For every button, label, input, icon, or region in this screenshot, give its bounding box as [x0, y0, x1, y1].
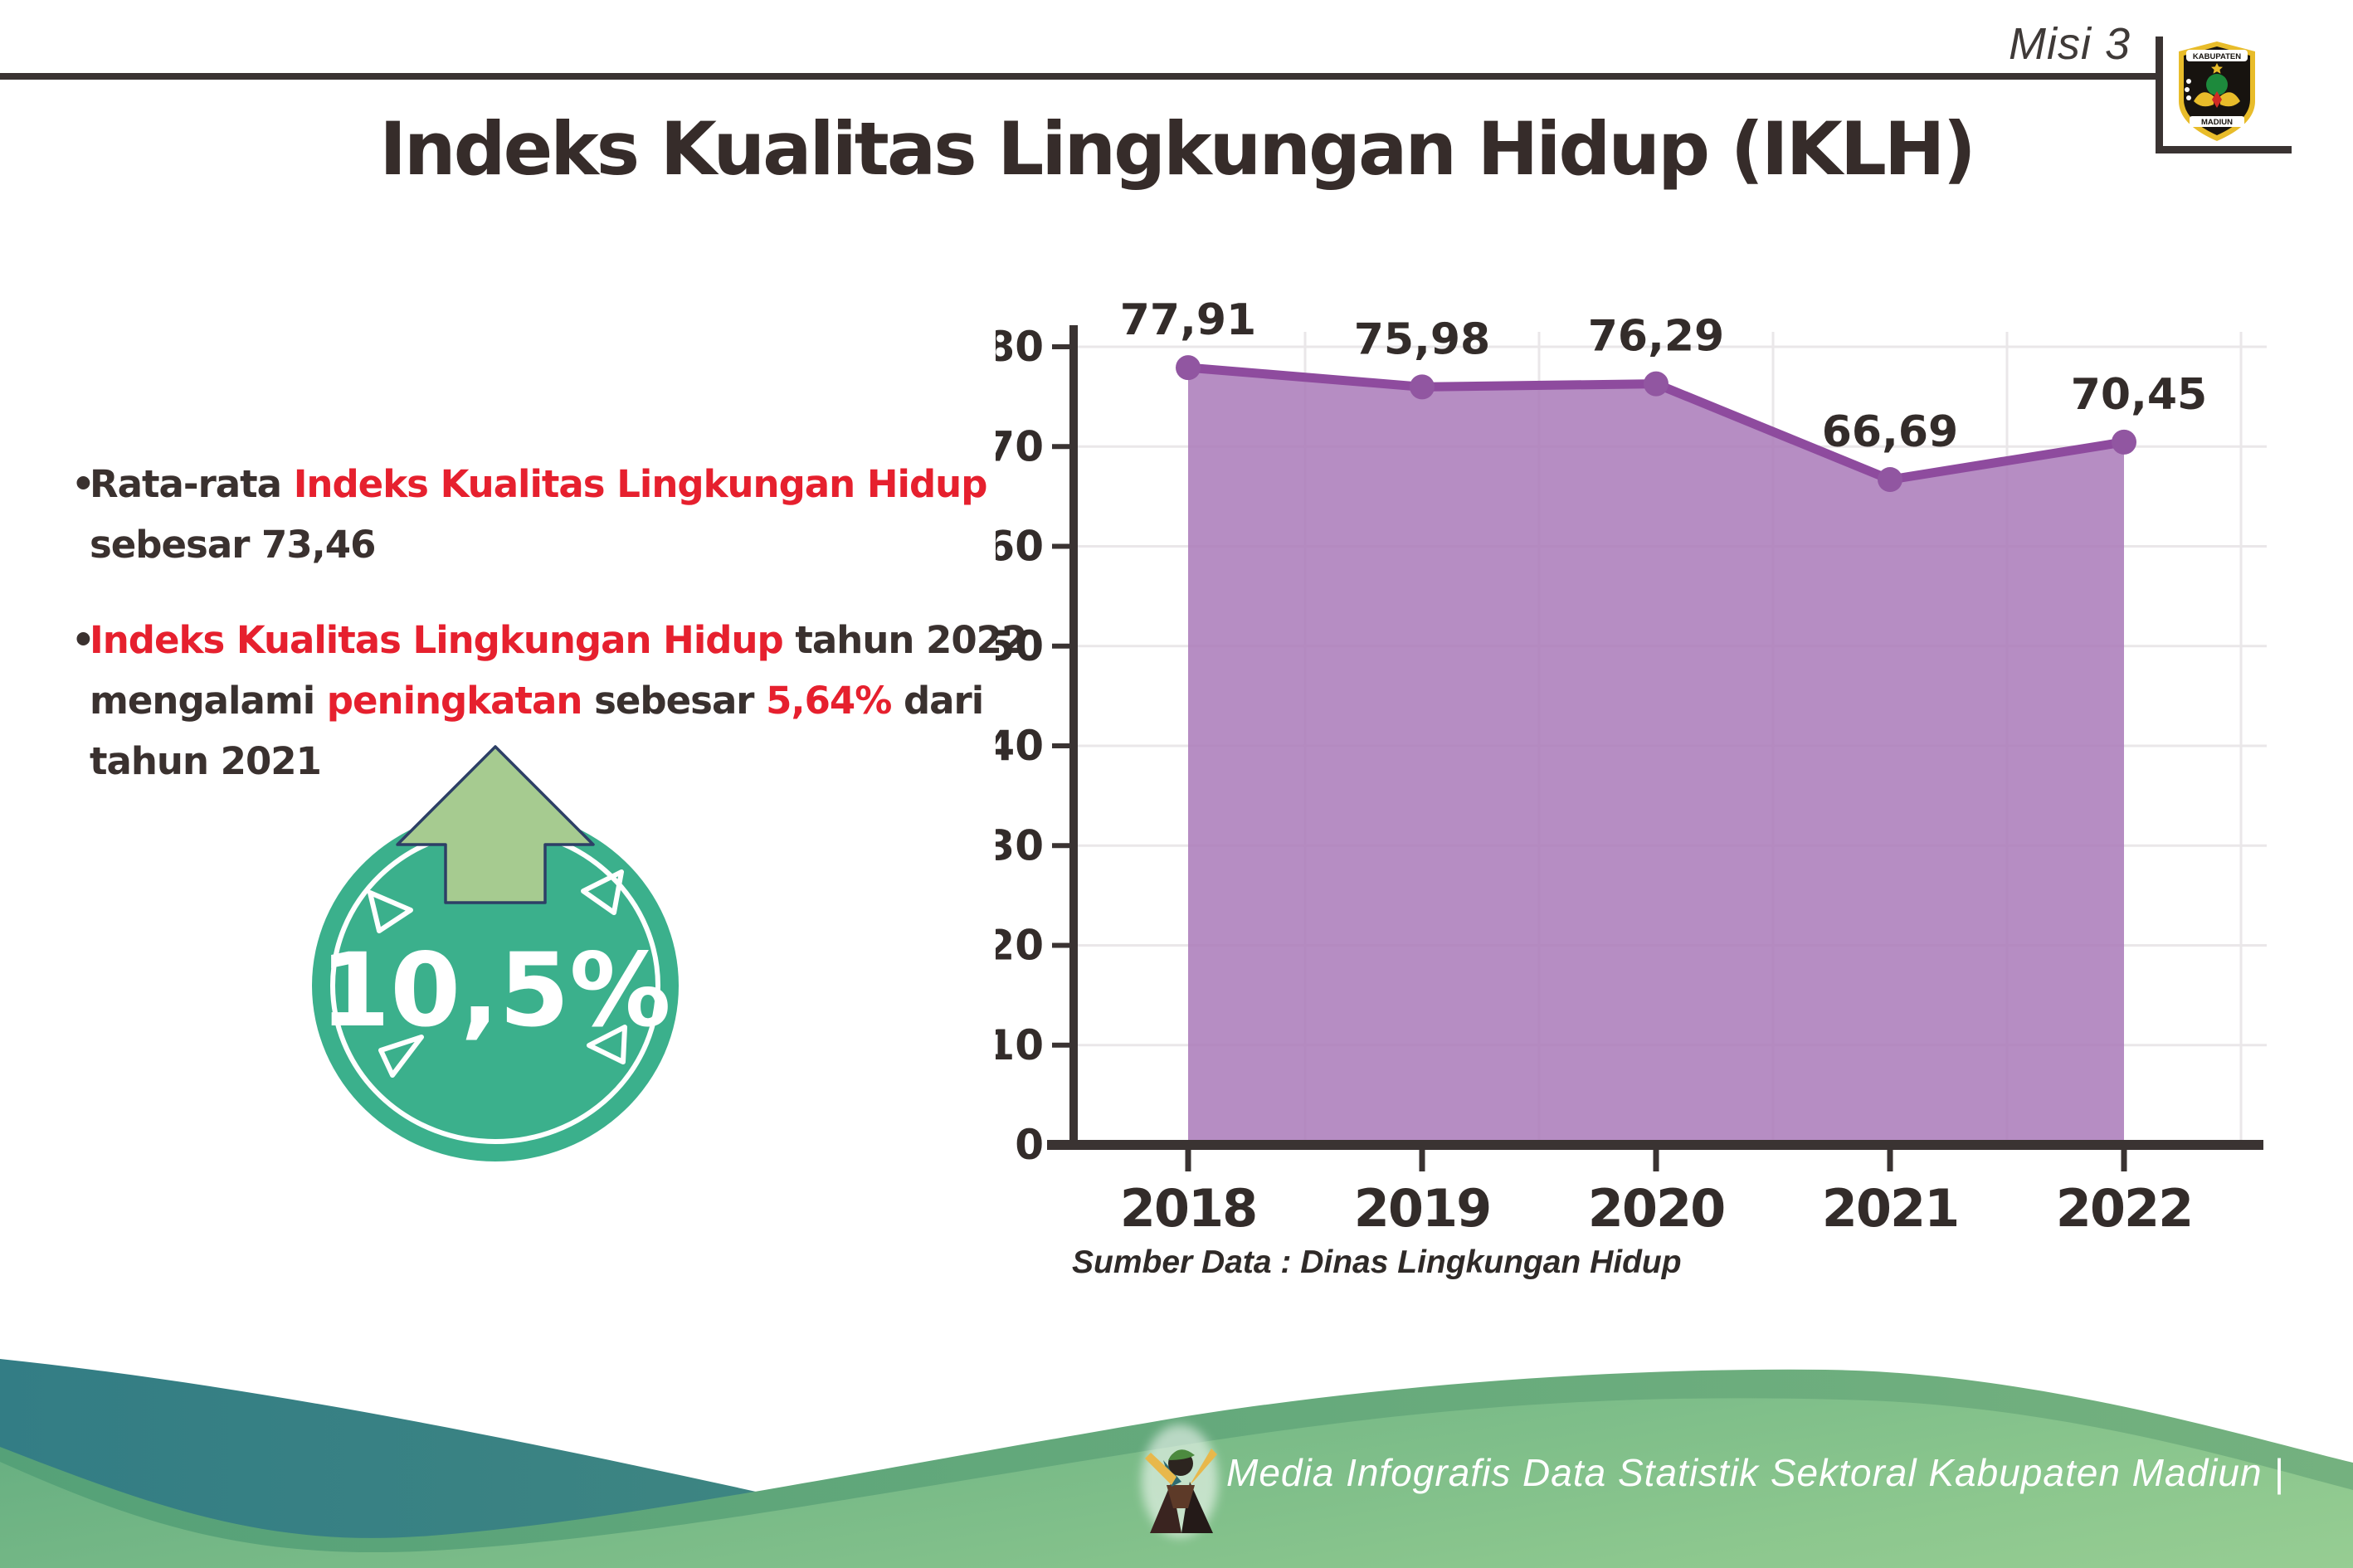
y-tick-label: 40 — [996, 722, 1044, 770]
bullet-segment: 5,64% — [766, 678, 892, 723]
sparkle-triangle-nw — [368, 890, 413, 933]
bullet-segment: Indeks Kualitas Lingkungan Hidup — [90, 617, 784, 662]
data-point — [1878, 467, 1902, 493]
value-label: 75,98 — [1354, 314, 1490, 364]
bullet-dot: • — [71, 617, 95, 662]
footer-waves — [0, 1359, 2353, 1568]
seal-wing-left — [2194, 92, 2214, 107]
value-label: 70,45 — [2071, 370, 2207, 420]
y-tick-label: 20 — [996, 922, 1044, 970]
seal-banner-top — [2186, 50, 2248, 61]
header-rule — [0, 73, 2157, 80]
bullet-segment: tahun 2022 — [782, 617, 1027, 662]
y-tick-label: 0 — [1015, 1121, 1044, 1169]
bullet-segment: mengalami — [90, 678, 327, 723]
data-point — [1410, 374, 1435, 400]
badge-value: 10,5% — [319, 932, 670, 1049]
badge-circle — [312, 810, 679, 1161]
up-arrow-icon — [396, 745, 595, 904]
kabupaten-madiun-seal-icon: KABUPATEN MADIUN — [2179, 41, 2255, 141]
y-tick-label: 30 — [996, 821, 1044, 869]
area-series — [1188, 368, 2124, 1145]
bullet-segment: tahun 2021 — [90, 738, 322, 783]
seal-banner-bottom-text: MADIUN — [2201, 118, 2233, 127]
value-label: 77,91 — [1120, 299, 1256, 345]
logo-frame-horizontal — [2156, 146, 2292, 153]
bullet-average-iklh: • Rata-rata Indeks Kualitas Lingkungan H… — [71, 455, 1034, 576]
y-tick-label: 10 — [996, 1021, 1044, 1069]
logo-frame-vertical — [2156, 37, 2163, 153]
seal-star — [2211, 63, 2223, 74]
bullet-text: Rata-rata Indeks Kualitas Lingkungan Hid… — [90, 462, 987, 567]
source-note: Sumber Data : Dinas Lingkungan Hidup — [1072, 1244, 1682, 1280]
y-tick-label: 60 — [996, 523, 1044, 571]
statistics-mascot-icon — [1142, 1424, 1218, 1537]
mascot-body — [1167, 1485, 1195, 1508]
value-label: 66,69 — [1822, 407, 1958, 457]
page-title: Indeks Kualitas Lingkungan Hidup (IKLH) — [379, 106, 1976, 192]
bullet-segment: dari — [891, 678, 984, 723]
bullet-segment: peningkatan — [326, 678, 583, 723]
bullet-dot: • — [71, 462, 95, 506]
x-tick-label: 2018 — [1120, 1178, 1257, 1239]
seal-wing-right — [2220, 92, 2240, 107]
bullet-segment: Rata-rata — [90, 462, 294, 506]
mission-label: Misi 3 — [2008, 19, 2131, 69]
y-tick-label: 70 — [996, 422, 1044, 470]
x-tick-label: 2020 — [1588, 1178, 1725, 1239]
mascot-arm-left — [1145, 1453, 1176, 1485]
bullet-increase-2022: • Indeks Kualitas Lingkungan Hidup tahun… — [71, 611, 1034, 792]
seal-dot-2 — [2185, 87, 2190, 92]
mascot-arm-right — [1190, 1449, 1217, 1485]
data-point — [1644, 371, 1669, 397]
footer-caption: Media Infografis Data Statistik Sektoral… — [1226, 1451, 2285, 1494]
y-tick-label: 50 — [996, 622, 1044, 670]
seal-banner-bottom — [2190, 116, 2244, 127]
seal-banner-top-text: KABUPATEN — [2193, 52, 2241, 61]
increase-badge: 10,5% — [312, 745, 679, 1161]
bullet-segment: Indeks Kualitas Lingkungan Hidup — [293, 462, 988, 506]
sparkle-triangle-se — [587, 1025, 627, 1064]
seal-dot-3 — [2186, 95, 2191, 100]
sparkle-triangle-sw — [378, 1035, 424, 1078]
value-label: 76,29 — [1588, 312, 1724, 362]
bullet-segment: sebesar — [582, 678, 767, 723]
seal-center-emblem — [2212, 91, 2222, 108]
iklh-chart: 77,91 75,98 76,29 66,69 70,45 0 10 20 30 40 50 60 70… — [996, 299, 2267, 1239]
sparkle-triangle-ne — [581, 869, 624, 915]
seal-dot-1 — [2186, 79, 2191, 84]
x-tick-label: 2021 — [1822, 1178, 1959, 1239]
bullet-segment: sebesar 73,46 — [90, 522, 376, 567]
bullet-text: Indeks Kualitas Lingkungan Hidup tahun 2… — [90, 617, 1027, 783]
key-findings: • Rata-rata Indeks Kualitas Lingkungan H… — [71, 455, 1034, 826]
data-point — [2112, 429, 2136, 455]
x-tick-label: 2022 — [2056, 1178, 2193, 1239]
data-point — [1176, 355, 1201, 381]
x-tick-label: 2019 — [1354, 1178, 1491, 1239]
y-tick-label: 80 — [996, 323, 1044, 371]
mascot-beret — [1168, 1449, 1195, 1460]
